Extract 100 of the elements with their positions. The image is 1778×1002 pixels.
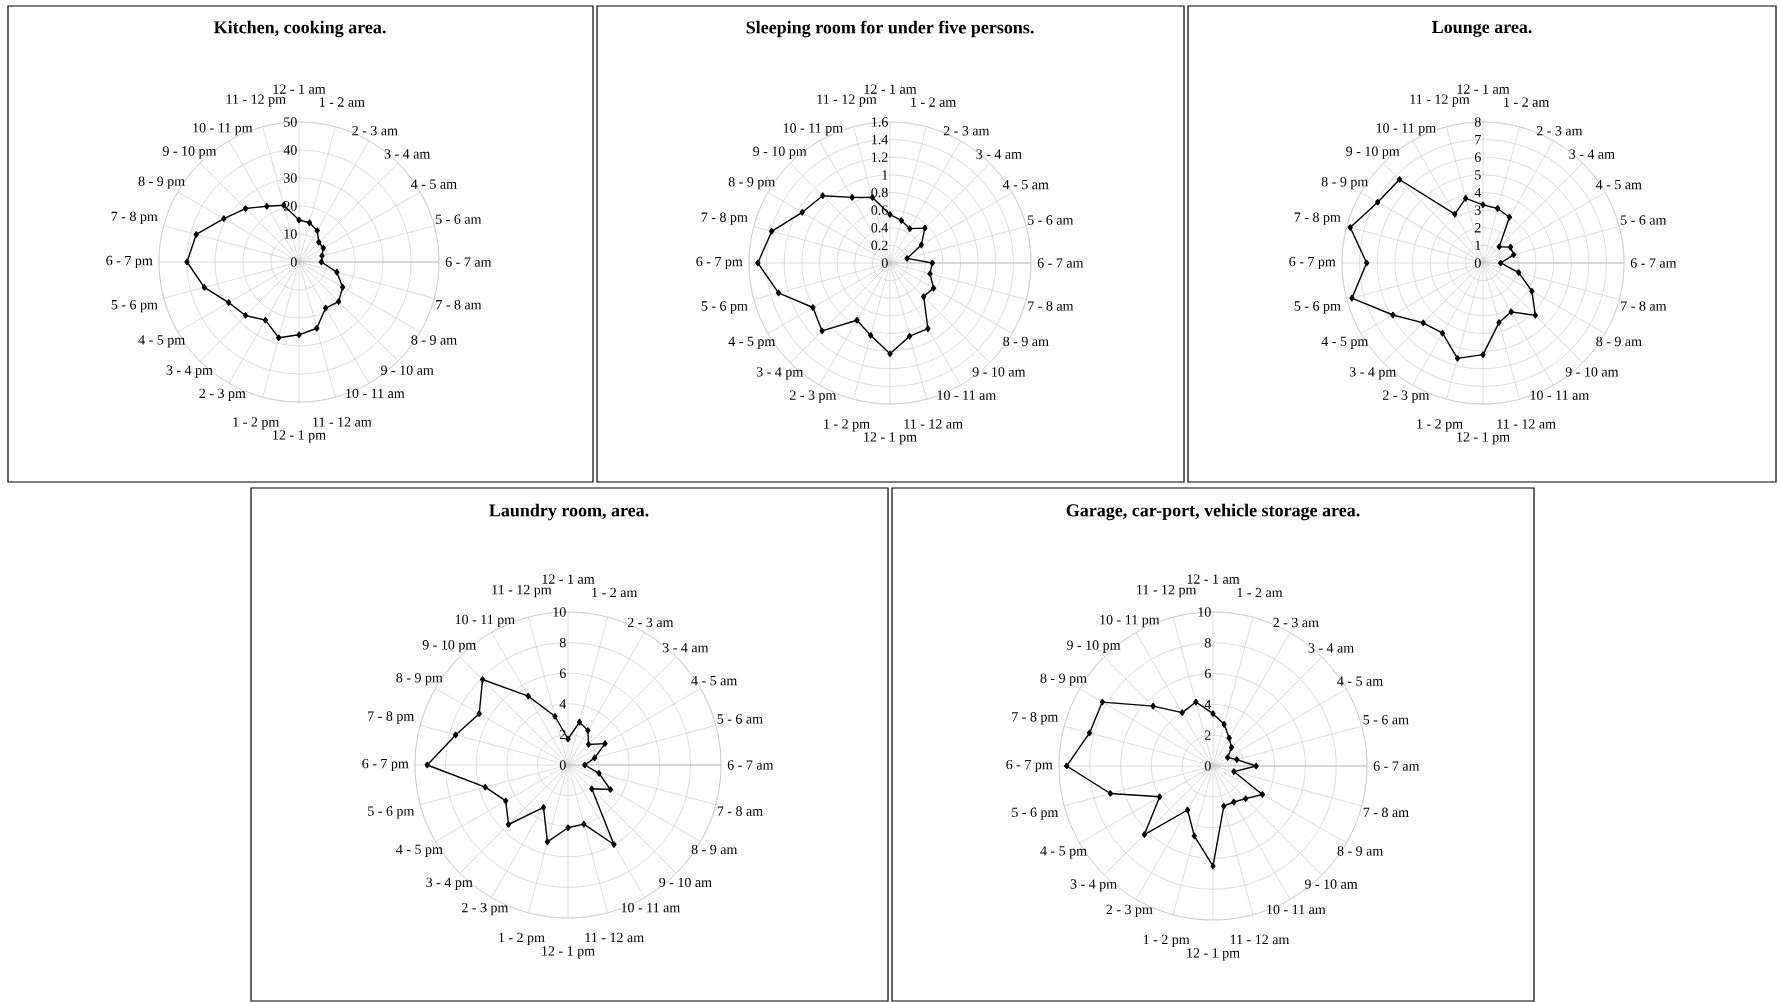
spoke-label: 1 - 2 am	[1504, 97, 1550, 107]
y-tick-label: 1.6	[872, 117, 888, 127]
spoke-label: 5 - 6 am	[717, 714, 763, 724]
spoke-label: 9 - 10 am	[380, 365, 434, 375]
spoke-label: 4 - 5 am	[691, 675, 738, 686]
spoke-label: 8 - 9 pm	[138, 176, 185, 189]
spoke-label: 1 - 2 pm	[1143, 934, 1190, 947]
y-tick-label: 0.8	[871, 187, 888, 198]
y-tick-label: 0	[290, 257, 297, 267]
spoke-label: 9 - 10 pm	[1346, 146, 1400, 159]
spoke-label: 1 - 2 am	[911, 97, 957, 107]
spoke-label: 10 - 11 am	[1530, 390, 1590, 400]
spoke-label: 6 - 7 am	[445, 257, 492, 267]
spoke-label: 2 - 3 am	[627, 617, 674, 628]
spoke-label: 5 - 6 am	[1363, 714, 1409, 725]
y-tick-label: 4	[559, 699, 567, 709]
spoke-label: 4 - 5 am	[1595, 179, 1642, 190]
spoke-label: 10 - 11 pm	[455, 614, 515, 628]
chart-title: Lounge area.	[1431, 21, 1532, 37]
y-tick-label: 0	[559, 760, 566, 770]
spoke-label: 4 - 5 pm	[138, 335, 185, 348]
y-tick-label: 4	[1204, 699, 1212, 710]
chart-title: Garage, car-port, vehicle storage area.	[1066, 503, 1360, 521]
spoke-label: 3 - 4 am	[1308, 643, 1354, 653]
y-tick-label: 0.2	[871, 240, 888, 251]
spoke-label: 10 - 11 pm	[783, 123, 843, 136]
spoke-label: 6 - 7 pm	[106, 255, 153, 269]
spoke-label: 11 - 12 am	[585, 932, 644, 943]
y-tick-label: 1.4	[872, 134, 889, 145]
spoke-label: 1 - 2 am	[592, 587, 638, 598]
chart-title: Laundry room, area.	[489, 503, 649, 521]
spoke-label: 4 - 5 am	[1002, 179, 1049, 190]
spoke-label: 10 - 11 pm	[1376, 123, 1436, 136]
y-tick-label: 10	[284, 229, 297, 239]
spoke-label: 9 - 10 pm	[422, 640, 477, 653]
spoke-label: 4 - 5 am	[1337, 676, 1383, 686]
spoke-label: 2 - 3 am	[1536, 126, 1583, 136]
spoke-label: 7 - 8 pm	[701, 212, 748, 225]
chart-title: Kitchen, cooking area.	[213, 20, 386, 38]
spoke-label: 3 - 4 pm	[166, 365, 213, 378]
y-tick-label: 0	[1474, 258, 1481, 268]
spoke-label: 11 - 12 pm	[1410, 94, 1470, 107]
spoke-label: 3 - 4 am	[384, 149, 431, 159]
spoke-label: 2 - 3 pm	[461, 902, 509, 916]
spoke-label: 7 - 8 am	[1363, 807, 1409, 818]
spoke-label: 4 - 5 pm	[728, 336, 776, 349]
y-tick-label: 0	[881, 258, 888, 268]
spoke-label: 5 - 6 pm	[111, 299, 158, 313]
spoke-label: 5 - 6 am	[1027, 215, 1074, 225]
spoke-label: 3 - 4 am	[1569, 149, 1615, 159]
spoke-label: 1 - 2 am	[1237, 587, 1283, 598]
spoke-label: 6 - 7 pm	[1006, 759, 1053, 773]
y-tick-label: 2	[1474, 223, 1481, 233]
spoke-label: 10 - 11 am	[1267, 904, 1326, 915]
spoke-label: 7 - 8 am	[1621, 301, 1667, 311]
spoke-label: 12 - 1 pm	[864, 432, 917, 445]
spoke-label: 7 - 8 pm	[1294, 212, 1341, 225]
spoke-label: 7 - 8 pm	[111, 211, 158, 225]
spoke-label: 11 - 12 am	[1230, 934, 1290, 945]
spoke-label: 11 - 12 pm	[817, 94, 877, 107]
spoke-label: 10 - 11 pm	[193, 123, 253, 136]
y-tick-label: 0	[1204, 761, 1211, 771]
spoke-label: 5 - 6 pm	[1294, 301, 1341, 314]
spoke-label: 8 - 9 pm	[728, 177, 776, 190]
spoke-label: 8 - 9 am	[1003, 336, 1049, 347]
spoke-label: 12 - 1 am	[542, 574, 595, 584]
spoke-label: 2 - 3 am	[1273, 617, 1319, 628]
spoke-label: 1 - 2 pm	[1417, 419, 1463, 432]
spoke-label: 6 - 7 am	[1630, 258, 1677, 268]
spoke-label: 7 - 8 pm	[1012, 712, 1059, 725]
spoke-label: 3 - 4 pm	[1070, 879, 1117, 892]
y-tick-label: 10	[553, 607, 566, 617]
spoke-label: 10 - 11 am	[346, 388, 405, 399]
spoke-label: 8 - 9 am	[1596, 336, 1642, 347]
spoke-label: 2 - 3 am	[943, 126, 990, 136]
spoke-label: 11 - 12 pm	[492, 584, 552, 598]
spoke-label: 4 - 5 pm	[1321, 336, 1369, 349]
y-tick-label: 8	[1474, 117, 1481, 127]
y-tick-label: 30	[283, 173, 297, 183]
spoke-label: 2 - 3 pm	[1106, 904, 1153, 918]
spoke-label: 3 - 4 pm	[1349, 367, 1397, 380]
y-tick-label: 40	[283, 145, 297, 155]
spoke-label: 3 - 4 pm	[426, 877, 473, 890]
y-tick-label: 5	[1475, 170, 1481, 180]
spoke-label: 4 - 5 am	[411, 179, 457, 189]
y-tick-label: 8	[1204, 638, 1211, 648]
spoke-label: 10 - 11 pm	[1100, 614, 1160, 628]
y-tick-label: 8	[559, 637, 566, 648]
spoke-label: 5 - 6 pm	[1012, 807, 1059, 820]
spoke-label: 8 - 9 pm	[1040, 673, 1087, 686]
chart-title: Sleeping room for under five persons.	[746, 20, 1034, 38]
spoke-label: 6 - 7 am	[727, 760, 774, 770]
spoke-label: 6 - 7 pm	[362, 758, 409, 772]
spoke-label: 1 - 2 pm	[233, 417, 280, 430]
spoke-label: 6 - 7 pm	[696, 256, 743, 270]
spoke-label: 1 - 2 am	[319, 97, 365, 107]
spoke-label: 7 - 8 am	[717, 806, 763, 816]
y-tick-label: 10	[1198, 607, 1211, 617]
y-tick-label: 2	[1204, 730, 1211, 740]
spoke-label: 9 - 10 pm	[753, 146, 807, 159]
